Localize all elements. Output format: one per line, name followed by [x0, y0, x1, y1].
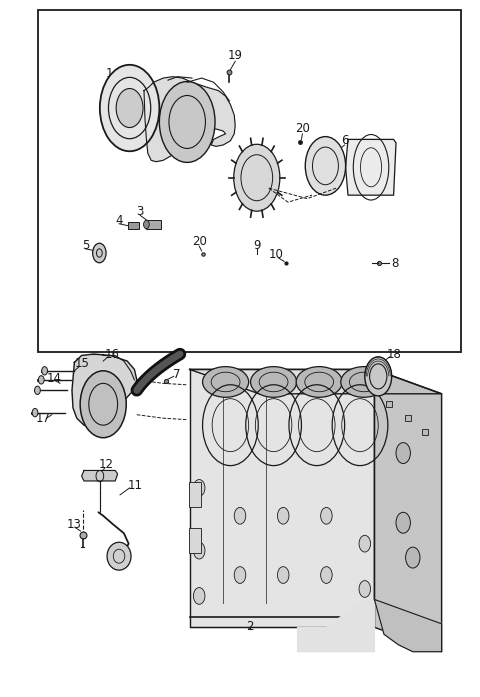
Ellipse shape	[321, 567, 332, 583]
Polygon shape	[190, 369, 374, 627]
Ellipse shape	[193, 542, 205, 559]
Ellipse shape	[100, 65, 159, 151]
Text: 2: 2	[246, 620, 253, 634]
Bar	[38, 10, 461, 352]
Text: 3: 3	[136, 205, 144, 217]
Ellipse shape	[277, 567, 289, 583]
Text: 20: 20	[295, 123, 310, 135]
Ellipse shape	[406, 547, 420, 568]
Text: 9: 9	[253, 239, 261, 252]
Text: 5: 5	[82, 239, 89, 252]
Polygon shape	[82, 470, 118, 481]
Ellipse shape	[80, 371, 126, 438]
Ellipse shape	[32, 408, 38, 417]
Text: 12: 12	[99, 459, 114, 471]
Ellipse shape	[341, 367, 387, 397]
Bar	[146, 220, 161, 229]
Ellipse shape	[365, 357, 392, 396]
Text: 18: 18	[387, 348, 402, 360]
Polygon shape	[374, 369, 442, 652]
Text: 20: 20	[192, 236, 206, 248]
Ellipse shape	[296, 367, 342, 397]
Text: 1: 1	[106, 67, 113, 79]
Text: 8: 8	[391, 257, 398, 270]
Ellipse shape	[203, 367, 249, 397]
Text: 4: 4	[115, 214, 123, 227]
Ellipse shape	[93, 243, 106, 263]
Ellipse shape	[193, 480, 205, 496]
Bar	[189, 482, 201, 507]
Ellipse shape	[305, 137, 346, 195]
Ellipse shape	[359, 581, 371, 597]
Text: 11: 11	[128, 480, 143, 492]
Ellipse shape	[116, 89, 143, 128]
Ellipse shape	[42, 367, 48, 375]
Ellipse shape	[144, 220, 149, 229]
Text: 16: 16	[104, 348, 120, 360]
Ellipse shape	[193, 588, 205, 604]
Polygon shape	[374, 599, 442, 652]
Ellipse shape	[396, 512, 410, 533]
Text: 7: 7	[173, 368, 180, 381]
Text: 15: 15	[75, 358, 90, 370]
Text: 19: 19	[228, 49, 243, 62]
Ellipse shape	[321, 507, 332, 524]
Text: 14: 14	[46, 372, 61, 385]
Polygon shape	[346, 139, 396, 195]
Polygon shape	[72, 354, 137, 429]
Text: 6: 6	[341, 135, 348, 147]
Ellipse shape	[277, 507, 289, 524]
Ellipse shape	[234, 144, 280, 211]
Ellipse shape	[35, 386, 40, 395]
Ellipse shape	[251, 367, 297, 397]
Ellipse shape	[396, 443, 410, 464]
Text: 10: 10	[269, 248, 283, 261]
Text: 17: 17	[36, 412, 51, 424]
Ellipse shape	[234, 567, 246, 583]
Polygon shape	[298, 599, 374, 652]
Polygon shape	[190, 369, 442, 394]
Text: 13: 13	[67, 519, 82, 531]
Ellipse shape	[234, 507, 246, 524]
Bar	[128, 222, 139, 229]
Ellipse shape	[107, 542, 131, 570]
Ellipse shape	[38, 376, 44, 384]
Ellipse shape	[159, 82, 215, 162]
Bar	[189, 528, 201, 553]
Polygon shape	[144, 77, 235, 162]
Ellipse shape	[359, 535, 371, 552]
